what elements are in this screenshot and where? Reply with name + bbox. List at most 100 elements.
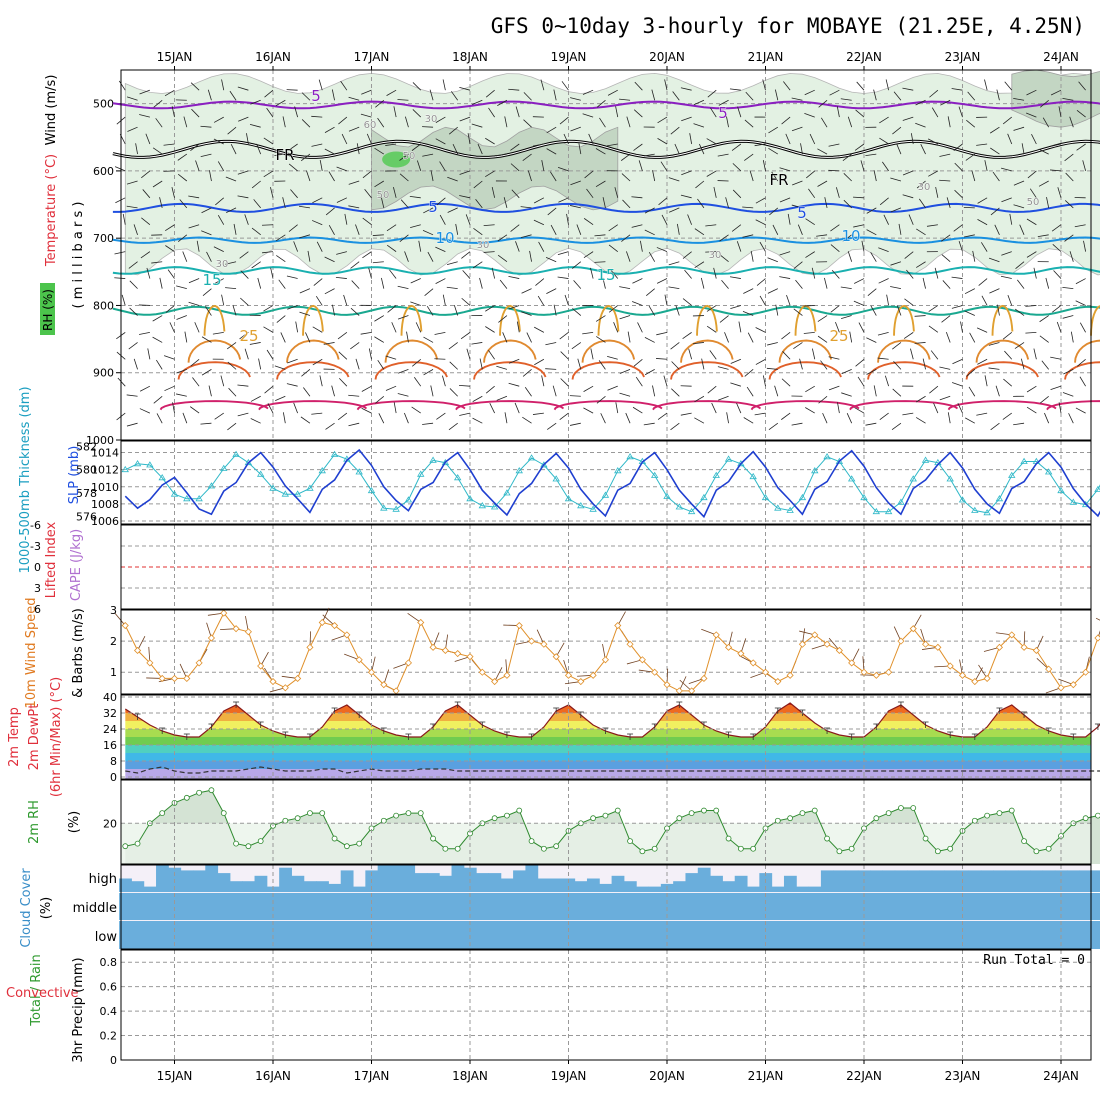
cloud-bar — [895, 921, 908, 949]
rh-point — [541, 846, 546, 851]
cloud-bar — [612, 921, 625, 949]
wind-barb — [422, 127, 433, 128]
rh-point — [455, 846, 460, 851]
contour-label: 5 — [718, 104, 728, 122]
precip-tick-label: 0.2 — [100, 1030, 118, 1043]
cloud-bar — [353, 893, 366, 920]
cloud-tick-label: low — [95, 930, 118, 945]
ylabel-rh2m: 2m RH — [27, 800, 42, 844]
cloud-bar — [932, 893, 945, 920]
cloud-bar — [1079, 921, 1092, 949]
rh-point — [123, 844, 128, 849]
temp-tick-label: 24 — [103, 723, 117, 736]
cloud-bar — [932, 870, 945, 892]
cloud-bar — [415, 893, 428, 920]
x-tick-label-bottom: 23JAN — [945, 1069, 981, 1083]
rh-point — [283, 818, 288, 823]
x-tick-label-top: 19JAN — [551, 50, 587, 64]
rh-point — [184, 795, 189, 800]
contour-label: 30 — [425, 114, 438, 125]
cloud-bar — [698, 868, 711, 892]
cloud-bar — [993, 921, 1006, 949]
rh-point — [603, 813, 608, 818]
rh-point — [517, 808, 522, 813]
wind-barb — [262, 225, 273, 226]
temp-tick-label: 16 — [103, 739, 117, 752]
cloud-tick-label: high — [89, 872, 117, 887]
temp-band — [121, 745, 1091, 753]
rh-point — [431, 836, 436, 841]
precip-tick-label: 0 — [110, 1054, 117, 1067]
contour-label: 50 — [377, 190, 390, 201]
cloud-bar — [649, 887, 662, 892]
rh-point — [246, 844, 251, 849]
cloud-bar — [895, 870, 908, 892]
rh-tick-label: 20 — [103, 817, 117, 830]
cloud-bar — [230, 881, 243, 892]
rh-point — [1046, 846, 1051, 851]
cloud-bar — [895, 893, 908, 920]
cloud-bar — [575, 881, 588, 892]
wind-barb — [139, 305, 150, 306]
cloud-bar — [612, 876, 625, 892]
li-tick-label: 3 — [34, 582, 41, 595]
cloud-bar — [452, 893, 465, 920]
rh-point — [628, 839, 633, 844]
cloud-tick-label: middle — [73, 901, 117, 916]
contour-label: FR — [275, 146, 294, 164]
ylabel-pressure: ( m i l l i b a r s ) — [71, 202, 86, 309]
rh-point — [381, 818, 386, 823]
cloud-bar — [353, 921, 366, 949]
rh-point — [504, 813, 509, 818]
rh-point — [554, 844, 559, 849]
contour-label: 50 — [403, 151, 416, 162]
cloud-bar — [538, 879, 551, 893]
cloud-bar — [821, 921, 834, 949]
cloud-bar — [476, 873, 489, 892]
cloud-bar — [205, 921, 218, 949]
contour-label: 15 — [202, 271, 221, 289]
x-tick-label-top: 16JAN — [255, 50, 291, 64]
pressure-tick-label: 600 — [93, 165, 114, 178]
cloud-bar — [685, 873, 698, 892]
rh-point — [1083, 816, 1088, 821]
cloud-bar — [218, 873, 231, 892]
cloud-bar — [981, 893, 994, 920]
wind-barb — [964, 207, 975, 208]
cloud-bar — [156, 921, 169, 949]
ylabel-precip: 3hr Precip (mm) — [71, 957, 86, 1062]
cloud-bar — [722, 893, 735, 920]
rh-point — [406, 811, 411, 816]
rh-point — [837, 849, 842, 854]
pressure-tick-label: 500 — [93, 98, 114, 111]
cloud-bar — [1079, 870, 1092, 892]
cloud-bar — [242, 893, 255, 920]
cloud-bar — [932, 921, 945, 949]
rh-point — [923, 836, 928, 841]
cloud-bar — [316, 893, 329, 920]
cloud-bar — [328, 893, 341, 920]
cloud-bar — [230, 893, 243, 920]
cloud-bar — [415, 921, 428, 949]
cloud-bar — [599, 921, 612, 949]
x-tick-label-bottom: 18JAN — [452, 1069, 488, 1083]
x-tick-label-bottom: 19JAN — [551, 1069, 587, 1083]
cloud-bar — [673, 893, 686, 920]
cloud-bar — [328, 884, 341, 892]
rh-point — [726, 836, 731, 841]
cloud-bar — [501, 921, 514, 949]
cloud-bar — [341, 921, 354, 949]
cloud-bar — [304, 921, 317, 949]
contour-label: 30 — [216, 259, 229, 270]
cloud-bar — [636, 893, 649, 920]
cloud-bar — [919, 893, 932, 920]
temp-tick-label: 32 — [103, 707, 117, 720]
cloud-bar — [870, 893, 883, 920]
rh-point — [307, 811, 312, 816]
cloud-bar — [550, 879, 563, 893]
slp-tick-label: 1012 — [91, 464, 119, 477]
precip-tick-label: 0.8 — [100, 956, 118, 969]
cloud-bar — [242, 881, 255, 892]
ylabel-convective: Convective — [6, 986, 79, 1001]
